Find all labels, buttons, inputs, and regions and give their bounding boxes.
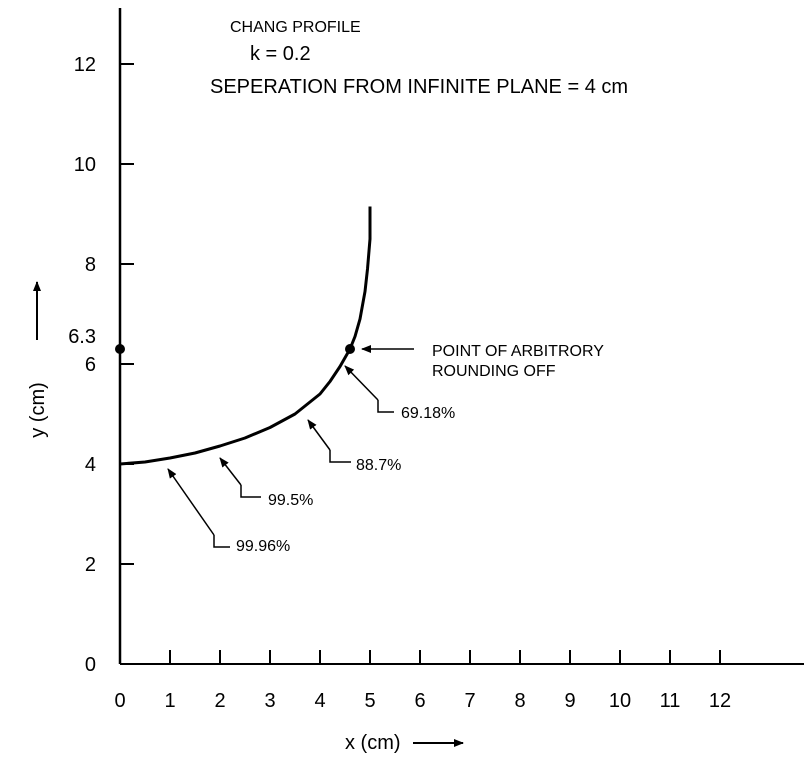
x-tick-label: 10: [609, 690, 631, 712]
annotation-label: 88.7%: [356, 457, 401, 474]
series-layer: [119, 206, 372, 466]
x-tick-label: 5: [364, 690, 375, 712]
marker-layer: [115, 344, 355, 354]
x-tick-label: 4: [314, 690, 325, 712]
annotation-leader: [329, 450, 351, 463]
axes: [118, 8, 804, 665]
annotation-label-line2: ROUNDING OFF: [432, 363, 556, 380]
x-tick-label: 8: [514, 690, 525, 712]
marker-point: [345, 344, 355, 354]
y-tick-label: 4: [85, 454, 96, 476]
x-ticks: 0 1 2 3 4 5 6 7 8 9 10 11 12: [114, 650, 731, 712]
y-tick-label: 6: [85, 354, 96, 376]
y-ticks: 0 2 4 6 8 10 12 6.3: [68, 54, 134, 676]
annotation-label: POINT OF ARBITRORY: [432, 343, 604, 360]
x-tick-label: 6: [414, 690, 425, 712]
annotation-label: 69.18%: [401, 405, 455, 422]
chart-subtitle-separation: SEPERATION FROM INFINITE PLANE = 4 cm: [210, 76, 628, 98]
x-tick-label: 3: [264, 690, 275, 712]
y-tick-label-extra: 6.3: [68, 326, 96, 348]
x-tick-label: 1: [164, 690, 175, 712]
annotation-leader: [377, 400, 394, 413]
x-tick-label: 7: [464, 690, 475, 712]
y-tick-label: 2: [85, 554, 96, 576]
annotation-arrow: [219, 457, 242, 486]
x-tick-label: 11: [660, 690, 681, 712]
x-tick-label: 9: [564, 690, 575, 712]
annotation-leader: [240, 485, 261, 498]
annotation-layer: POINT OF ARBITRORY ROUNDING OFF 69.18% 88.7…: [167, 343, 604, 555]
profile-curve: [119, 206, 372, 466]
annotation-label: 99.96%: [236, 538, 290, 555]
y-tick-label: 10: [74, 154, 96, 176]
y-tick-label: 12: [74, 54, 96, 76]
x-axis-title: x (cm): [345, 732, 401, 754]
annotation-arrow: [307, 419, 331, 451]
x-tick-label: 0: [114, 690, 125, 712]
annotation-arrow: [344, 365, 379, 401]
annotation-label: 99.5%: [268, 492, 313, 509]
y-tick-label: 0: [85, 654, 96, 676]
y-tick-label: 8: [85, 254, 96, 276]
x-tick-label: 2: [214, 690, 225, 712]
y-axis-title: y (cm): [27, 382, 49, 438]
chart-title: CHANG PROFILE: [230, 19, 361, 36]
marker-point: [115, 344, 125, 354]
chart-subtitle-k: k = 0.2: [250, 43, 311, 65]
annotation-arrow: [167, 468, 215, 536]
x-tick-label: 12: [709, 690, 731, 712]
annotation-leader: [213, 535, 230, 548]
